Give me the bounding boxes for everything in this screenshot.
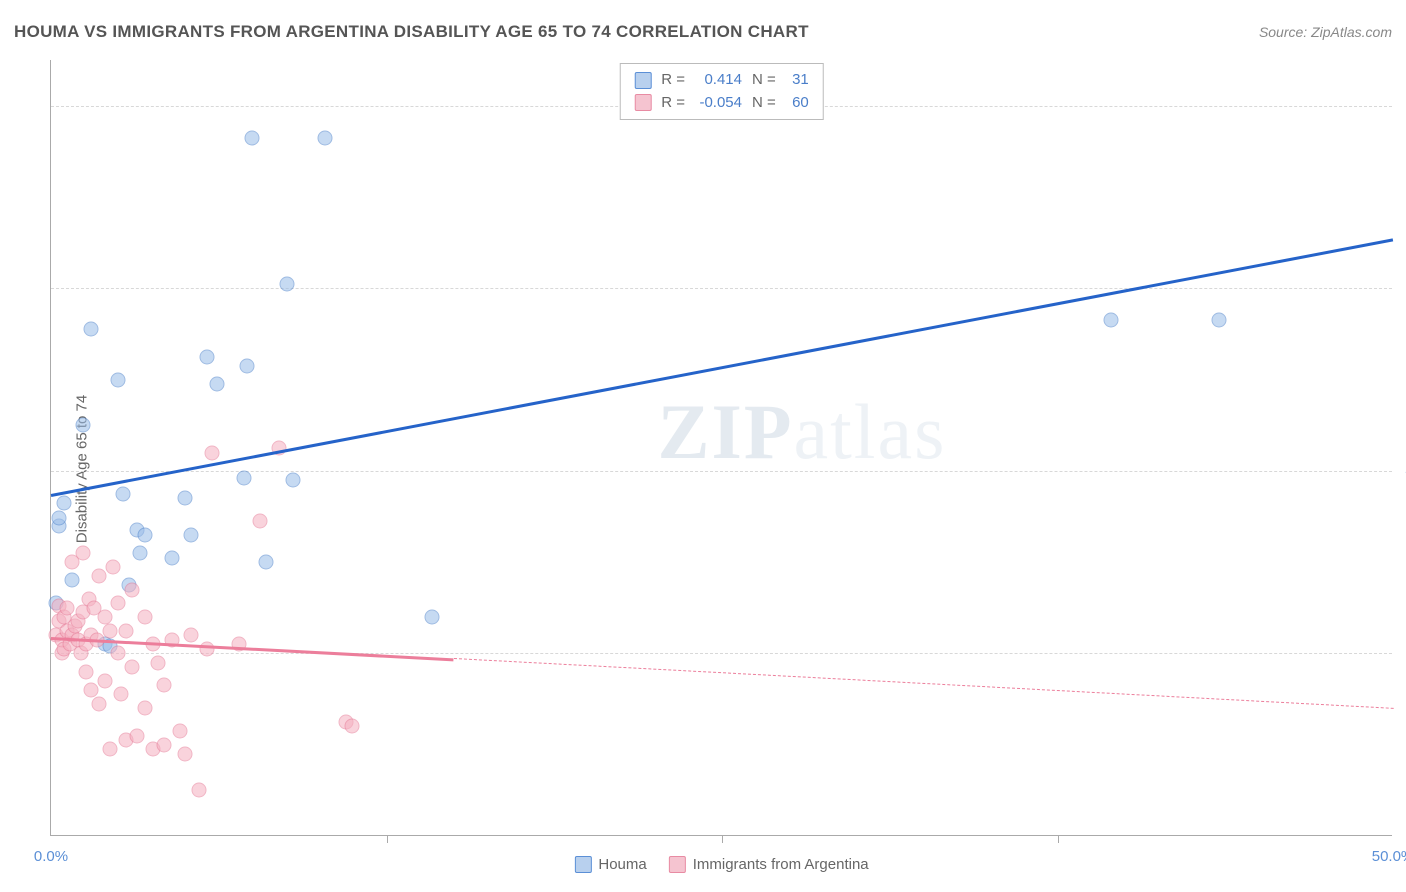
scatter-point — [199, 641, 214, 656]
scatter-point — [60, 600, 75, 615]
scatter-point — [1211, 313, 1226, 328]
scatter-point — [178, 746, 193, 761]
scatter-point — [116, 486, 131, 501]
stats-legend: R = 0.414 N = 31 R = -0.054 N = 60 — [619, 63, 824, 120]
legend-item: Immigrants from Argentina — [669, 856, 869, 873]
x-tick-minor — [1058, 835, 1059, 843]
scatter-point — [76, 545, 91, 560]
gridline — [51, 653, 1392, 654]
legend-swatch — [634, 72, 651, 89]
scatter-point — [178, 491, 193, 506]
scatter-point — [425, 609, 440, 624]
stat-r-label: R = — [661, 92, 685, 115]
scatter-point — [205, 445, 220, 460]
x-tick-label: 50.0% — [1372, 848, 1406, 865]
scatter-point — [191, 783, 206, 798]
scatter-point — [92, 696, 107, 711]
scatter-point — [285, 472, 300, 487]
scatter-point — [103, 623, 118, 638]
gridline — [51, 288, 1392, 289]
scatter-point — [52, 511, 67, 526]
scatter-point — [57, 495, 72, 510]
scatter-point — [151, 655, 166, 670]
scatter-point — [65, 573, 80, 588]
scatter-point — [105, 559, 120, 574]
scatter-point — [111, 372, 126, 387]
chart-title: HOUMA VS IMMIGRANTS FROM ARGENTINA DISAB… — [14, 22, 809, 42]
legend-label: Houma — [598, 856, 646, 873]
stat-n-label: N = — [752, 92, 776, 115]
scatter-point — [199, 349, 214, 364]
stat-r-value: -0.054 — [692, 92, 742, 115]
scatter-point — [76, 418, 91, 433]
x-tick-label: 0.0% — [34, 848, 68, 865]
scatter-point — [1104, 313, 1119, 328]
stats-row: R = -0.054 N = 60 — [634, 92, 809, 115]
stat-n-value: 31 — [783, 69, 809, 92]
scatter-point — [124, 660, 139, 675]
gridline — [51, 471, 1392, 472]
scatter-point — [237, 471, 252, 486]
scatter-point — [119, 623, 134, 638]
x-tick-minor — [722, 835, 723, 843]
scatter-point — [253, 514, 268, 529]
scatter-point — [210, 377, 225, 392]
scatter-point — [280, 276, 295, 291]
scatter-point — [137, 527, 152, 542]
scatter-point — [103, 742, 118, 757]
stat-r-value: 0.414 — [692, 69, 742, 92]
scatter-point — [129, 728, 144, 743]
stat-n-label: N = — [752, 69, 776, 92]
legend-swatch — [574, 856, 591, 873]
scatter-point — [92, 568, 107, 583]
stats-row: R = 0.414 N = 31 — [634, 69, 809, 92]
legend-swatch — [669, 856, 686, 873]
scatter-point — [78, 664, 93, 679]
scatter-point — [156, 737, 171, 752]
scatter-point — [183, 527, 198, 542]
scatter-point — [84, 322, 99, 337]
scatter-point — [258, 555, 273, 570]
scatter-point — [113, 687, 128, 702]
scatter-point — [164, 550, 179, 565]
regression-line — [454, 658, 1393, 709]
scatter-point — [137, 609, 152, 624]
scatter-point — [137, 701, 152, 716]
scatter-point — [239, 358, 254, 373]
legend-label: Immigrants from Argentina — [693, 856, 869, 873]
scatter-point — [156, 678, 171, 693]
series-legend: Houma Immigrants from Argentina — [574, 856, 868, 873]
scatter-point — [111, 596, 126, 611]
source-attribution: Source: ZipAtlas.com — [1259, 24, 1392, 40]
chart-header: HOUMA VS IMMIGRANTS FROM ARGENTINA DISAB… — [14, 22, 1392, 42]
x-tick-minor — [387, 835, 388, 843]
stat-r-label: R = — [661, 69, 685, 92]
scatter-point — [97, 673, 112, 688]
scatter-point — [124, 582, 139, 597]
watermark: ZIPatlas — [657, 387, 946, 477]
scatter-point — [245, 130, 260, 145]
scatter-point — [172, 724, 187, 739]
stat-n-value: 60 — [783, 92, 809, 115]
plot-area: ZIPatlas 20.0%40.0%60.0%80.0%0.0%50.0%R … — [50, 60, 1392, 836]
scatter-point — [84, 682, 99, 697]
scatter-point — [317, 130, 332, 145]
chart-container: Disability Age 65 to 74 ZIPatlas 20.0%40… — [14, 60, 1392, 878]
scatter-point — [111, 646, 126, 661]
scatter-point — [183, 628, 198, 643]
scatter-point — [132, 545, 147, 560]
scatter-point — [344, 719, 359, 734]
legend-item: Houma — [574, 856, 646, 873]
legend-swatch — [634, 94, 651, 111]
